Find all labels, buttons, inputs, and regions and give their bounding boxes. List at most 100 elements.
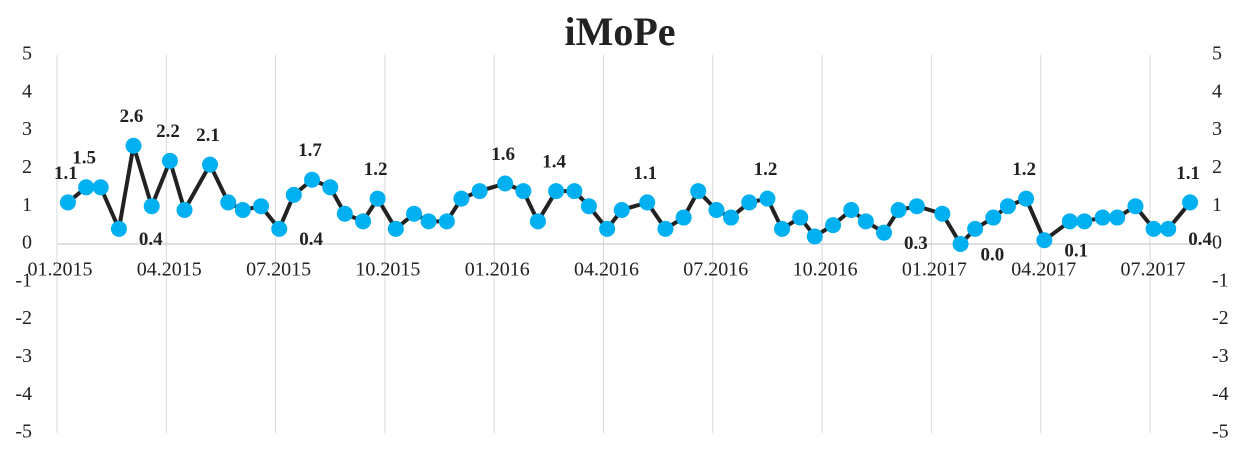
marker — [825, 217, 842, 234]
marker — [843, 201, 860, 218]
marker — [304, 171, 321, 188]
data-label: 0.3 — [904, 233, 928, 254]
data-label: 2.2 — [156, 121, 180, 142]
x-tick-label: 07.2016 — [683, 259, 748, 281]
y-tick-label: 3 — [22, 118, 32, 140]
y-tick-label: -1 — [15, 269, 32, 291]
data-label: 0.0 — [981, 244, 1005, 265]
marker — [529, 213, 546, 230]
marker — [78, 179, 95, 196]
marker — [471, 183, 488, 200]
y2-tick-label: -1 — [1212, 269, 1229, 291]
marker — [890, 201, 907, 218]
y2-tick-label: 3 — [1212, 118, 1222, 140]
data-label: 0.4 — [139, 229, 163, 250]
y-tick-label: 0 — [22, 232, 32, 254]
marker — [161, 152, 178, 169]
y2-tick-label: -4 — [1212, 383, 1229, 405]
data-label: 0.4 — [299, 229, 323, 250]
marker — [322, 179, 339, 196]
marker — [110, 220, 127, 237]
y-tick-label: 1 — [22, 194, 32, 216]
x-tick-label: 04.2015 — [137, 259, 202, 281]
marker — [355, 213, 372, 230]
marker — [908, 198, 925, 215]
y2-tick-label: 2 — [1212, 156, 1222, 178]
data-label: 1.2 — [1012, 159, 1036, 180]
marker — [387, 220, 404, 237]
marker — [202, 156, 219, 173]
y-tick-label: 5 — [22, 43, 32, 65]
data-label: 2.1 — [196, 125, 220, 146]
marker — [967, 220, 984, 237]
y2-tick-label: 1 — [1212, 194, 1222, 216]
marker — [497, 175, 514, 192]
marker — [220, 194, 237, 211]
marker — [234, 201, 251, 218]
marker — [453, 190, 470, 207]
marker — [515, 183, 532, 200]
marker — [336, 205, 353, 222]
marker — [548, 183, 565, 200]
y-tick-label: -4 — [15, 383, 32, 405]
marker — [876, 224, 893, 241]
marker — [1127, 198, 1144, 215]
marker — [1109, 209, 1126, 226]
marker — [675, 209, 692, 226]
marker — [125, 137, 142, 154]
marker — [1018, 190, 1035, 207]
marker — [708, 201, 725, 218]
x-tick-label: 10.2016 — [793, 259, 858, 281]
marker — [613, 201, 630, 218]
y2-tick-label: 5 — [1212, 43, 1222, 65]
marker — [934, 205, 951, 222]
marker — [580, 198, 597, 215]
marker — [566, 183, 583, 200]
y2-tick-label: -2 — [1212, 307, 1229, 329]
y-tick-label: 4 — [22, 80, 32, 102]
marker — [92, 179, 109, 196]
y2-tick-label: 4 — [1212, 80, 1222, 102]
x-tick-label: 07.2017 — [1120, 259, 1185, 281]
x-tick-label: 04.2017 — [1011, 259, 1076, 281]
marker — [1160, 220, 1177, 237]
marker — [143, 198, 160, 215]
marker — [952, 236, 969, 252]
marker — [1094, 209, 1111, 226]
marker — [690, 183, 707, 200]
data-label: 1.1 — [54, 163, 78, 184]
marker — [999, 198, 1016, 215]
data-label: 1.4 — [542, 151, 566, 172]
marker — [176, 201, 193, 218]
data-label: 1.1 — [1176, 163, 1200, 184]
y-tick-label: 2 — [22, 156, 32, 178]
y-tick-label: -3 — [15, 345, 32, 367]
y-tick-label: -2 — [15, 307, 32, 329]
marker — [285, 186, 302, 203]
marker — [792, 209, 809, 226]
x-tick-label: 01.2015 — [28, 259, 93, 281]
marker — [857, 213, 874, 230]
marker — [723, 209, 740, 226]
marker — [1076, 213, 1093, 230]
y2-tick-label: -5 — [1212, 421, 1229, 443]
marker — [59, 194, 76, 211]
marker — [438, 213, 455, 230]
marker — [806, 228, 823, 245]
x-tick-label: 01.2016 — [465, 259, 530, 281]
x-tick-label: 10.2015 — [355, 259, 420, 281]
marker — [1036, 232, 1053, 249]
data-label: 0.1 — [1064, 241, 1088, 262]
marker — [420, 213, 437, 230]
y-tick-label: -5 — [15, 421, 32, 443]
data-label: 0.4 — [1188, 229, 1212, 250]
marker — [639, 194, 656, 211]
data-label: 1.2 — [364, 159, 388, 180]
marker — [253, 198, 270, 215]
x-tick-label: 01.2017 — [902, 259, 967, 281]
y2-tick-label: -3 — [1212, 345, 1229, 367]
data-label: 1.6 — [491, 144, 515, 165]
data-label: 1.7 — [298, 140, 322, 161]
marker — [1182, 194, 1199, 211]
